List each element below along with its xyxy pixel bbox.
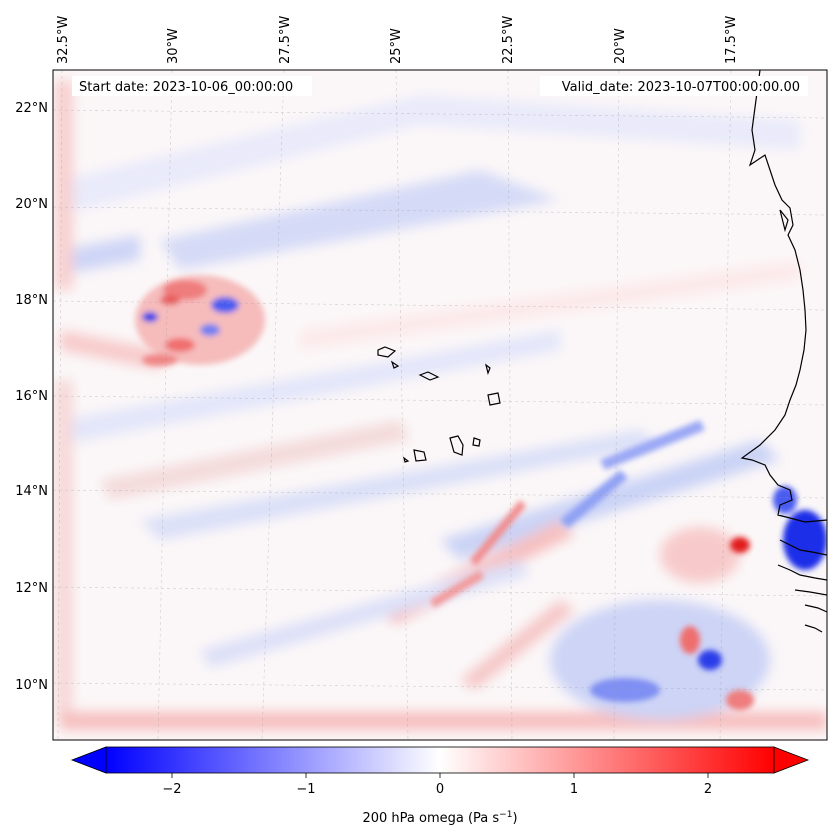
omega-field bbox=[53, 70, 827, 740]
lat-label: 12°N bbox=[15, 581, 48, 596]
valid-date-label: Valid_date: 2023-10-07T00:00:00.00 bbox=[562, 80, 800, 95]
colorbar-label: 200 hPa omega (Pa s−1) bbox=[362, 810, 517, 826]
lat-label: 20°N bbox=[15, 197, 48, 212]
lon-label: 30°W bbox=[166, 28, 181, 64]
lat-label: 16°N bbox=[15, 389, 48, 404]
colorbar-extend-min bbox=[72, 747, 106, 773]
start-date-label: Start date: 2023-10-06_00:00:00 bbox=[79, 80, 293, 95]
colorbar-label-main: 200 hPa omega (Pa s bbox=[362, 811, 499, 826]
lat-label: 14°N bbox=[15, 484, 48, 499]
lon-label: 32.5°W bbox=[56, 16, 71, 64]
lon-label: 20°W bbox=[613, 28, 628, 64]
lon-label: 17.5°W bbox=[724, 16, 739, 64]
lat-label: 18°N bbox=[15, 293, 48, 308]
colorbar-tick: −2 bbox=[162, 782, 181, 797]
colorbar-tick: −1 bbox=[296, 782, 315, 797]
lat-label: 22°N bbox=[15, 101, 48, 116]
colorbar-label-close: ) bbox=[512, 811, 517, 826]
colorbar-tick: 0 bbox=[436, 782, 444, 797]
colorbar-tick: 1 bbox=[570, 782, 578, 797]
lon-label: 27.5°W bbox=[278, 16, 293, 64]
lat-label: 10°N bbox=[15, 678, 48, 693]
colorbar-label-exponent: −1 bbox=[499, 810, 512, 820]
lon-label: 25°W bbox=[389, 28, 404, 64]
colorbar: −2 −1 0 1 2 200 hPa omega (Pa s−1) bbox=[72, 747, 808, 826]
longitude-labels: 32.5°W 30°W 27.5°W 25°W 22.5°W 20°W 17.5… bbox=[56, 16, 739, 64]
lon-label: 22.5°W bbox=[501, 16, 516, 64]
colorbar-extend-max bbox=[774, 747, 808, 773]
latitude-labels: 22°N 20°N 18°N 16°N 14°N 12°N 10°N bbox=[15, 101, 48, 693]
colorbar-tick: 2 bbox=[704, 782, 712, 797]
colorbar-body bbox=[106, 747, 774, 773]
